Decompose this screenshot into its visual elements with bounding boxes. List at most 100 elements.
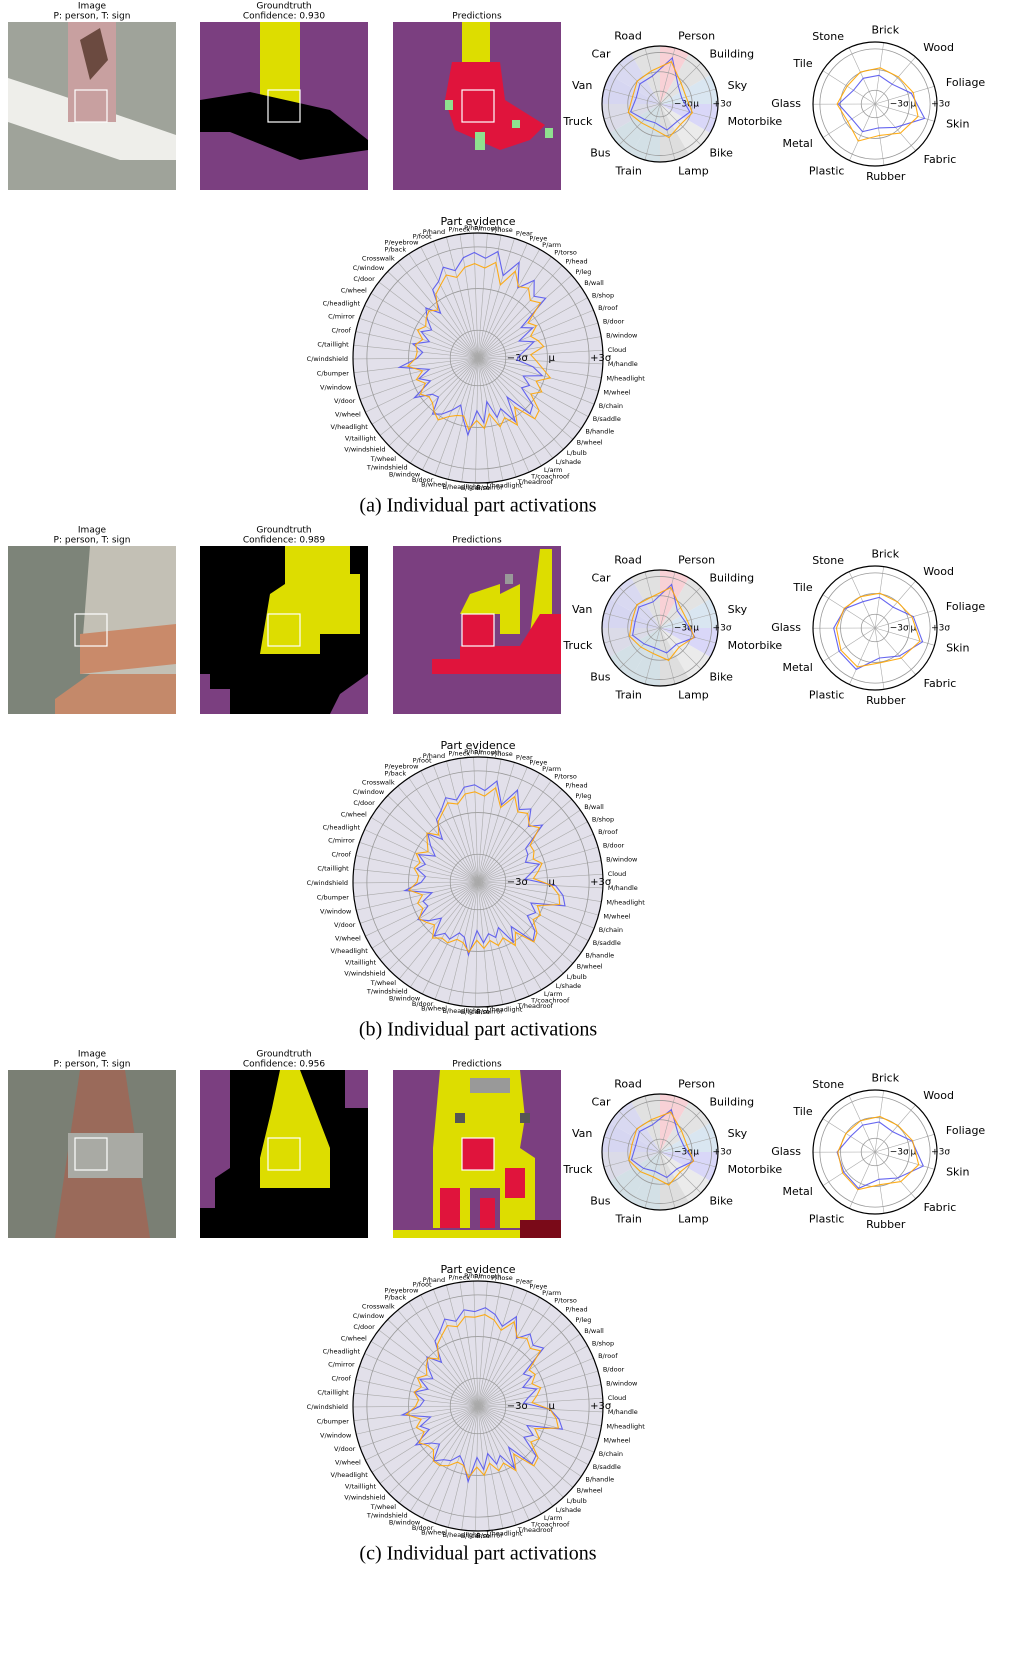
category-label: C/mirror (328, 1361, 355, 1369)
spoke (477, 1384, 602, 1407)
predictions-title: Predictions (452, 536, 502, 546)
spoke (477, 235, 502, 359)
radar-frame (352, 756, 604, 1008)
category-label: Metal (782, 661, 812, 674)
spoke (477, 238, 515, 359)
category-label: P/leg (575, 268, 591, 276)
spoke (644, 103, 661, 161)
spoke (370, 1341, 479, 1407)
spoke (477, 274, 572, 359)
spoke (874, 1134, 935, 1153)
category-label: C/mirror (328, 837, 355, 845)
radar-frame (812, 1089, 938, 1215)
category-label: P/ear (516, 1278, 533, 1286)
category-label: V/door (334, 397, 356, 405)
grid-ring (408, 288, 548, 428)
spoke (477, 357, 589, 417)
spoke (359, 317, 479, 359)
tick-label: −3σ (507, 1401, 529, 1412)
spoke (353, 881, 479, 897)
category-label: B/shop (592, 815, 614, 823)
category-label: Skin (946, 118, 969, 131)
tick-label: +3σ (931, 1148, 950, 1158)
spoke (364, 829, 479, 883)
category-label: P/eyebrow (385, 238, 420, 246)
chart-title: Part evidence (440, 1263, 515, 1276)
spoke (477, 860, 602, 883)
spoke (659, 627, 676, 685)
category-label: P/mouth (474, 1272, 501, 1280)
image-title: Image (78, 1050, 107, 1060)
radar-frame (812, 41, 938, 167)
category-label: B/wheel (577, 963, 603, 971)
spoke (848, 571, 876, 629)
tick-label: +3σ (590, 1401, 612, 1412)
groundtruth-title: Groundtruth (256, 526, 311, 536)
category-label: Person (678, 553, 715, 566)
category-label: T/windshield (366, 1511, 408, 1519)
spoke (477, 833, 594, 883)
category-label: M/handle (608, 360, 638, 368)
tick-label: −3σ (507, 877, 529, 888)
spoke (849, 103, 876, 161)
spoke (477, 789, 563, 883)
spoke (659, 571, 676, 629)
spoke (356, 357, 479, 387)
spoke (399, 881, 479, 980)
category-label: B/wheel (577, 1487, 603, 1495)
category-label: B/license (461, 484, 490, 492)
spoke (477, 1405, 599, 1440)
image-title: Image (78, 526, 107, 536)
category-label: B/chain (599, 1450, 623, 1458)
category-label: Crosswalk (362, 1302, 395, 1310)
tick-label: +3σ (590, 353, 612, 364)
spoke (822, 1118, 876, 1153)
spoke (659, 1095, 676, 1153)
predictions-title: Predictions (452, 12, 502, 22)
category-label: C/roof (331, 851, 351, 859)
category-label: V/headlight (330, 423, 368, 431)
category-label: C/mirror (328, 313, 355, 321)
category-label: P/mouth (474, 224, 501, 232)
category-label: P/neck (448, 225, 470, 233)
spoke (822, 594, 876, 629)
spoke (477, 1405, 504, 1529)
category-label: P/neck (448, 749, 470, 757)
spoke (477, 881, 490, 1007)
spoke (399, 1405, 479, 1504)
category-label: Truck (562, 639, 593, 652)
tick-label: −3σ (890, 100, 909, 110)
spoke (644, 627, 661, 685)
category-label: Road (614, 1077, 642, 1090)
spoke (388, 357, 479, 447)
spoke (434, 881, 479, 1000)
tick-label: μ (548, 1401, 555, 1412)
tick-label: μ (548, 877, 555, 888)
spoke (434, 1405, 479, 1524)
category-label: V/window (320, 383, 352, 391)
spoke (874, 56, 916, 105)
spoke (408, 777, 479, 883)
spoke (446, 760, 479, 883)
spoke (477, 881, 574, 964)
spoke (822, 70, 876, 105)
category-label: Motorbike (728, 115, 783, 128)
grid-ring (646, 614, 674, 642)
category-label: V/taillight (345, 435, 377, 443)
category-label: P/hand (423, 1276, 445, 1284)
spoke (459, 1282, 479, 1407)
category-label: T/headlight (484, 1005, 522, 1013)
category-label: P/ear (516, 754, 533, 762)
category-label: C/roof (331, 327, 351, 335)
category-label: Car (592, 572, 611, 585)
spoke (422, 881, 479, 995)
grid-ring (449, 853, 507, 911)
spoke (477, 1397, 603, 1407)
spoke (618, 1151, 661, 1194)
category-label: T/headroof (517, 478, 554, 486)
spoke (659, 1151, 702, 1194)
category-label: B/window (389, 470, 421, 478)
spoke (422, 357, 479, 471)
category-label: P/foot (413, 757, 432, 765)
spoke (644, 571, 661, 629)
